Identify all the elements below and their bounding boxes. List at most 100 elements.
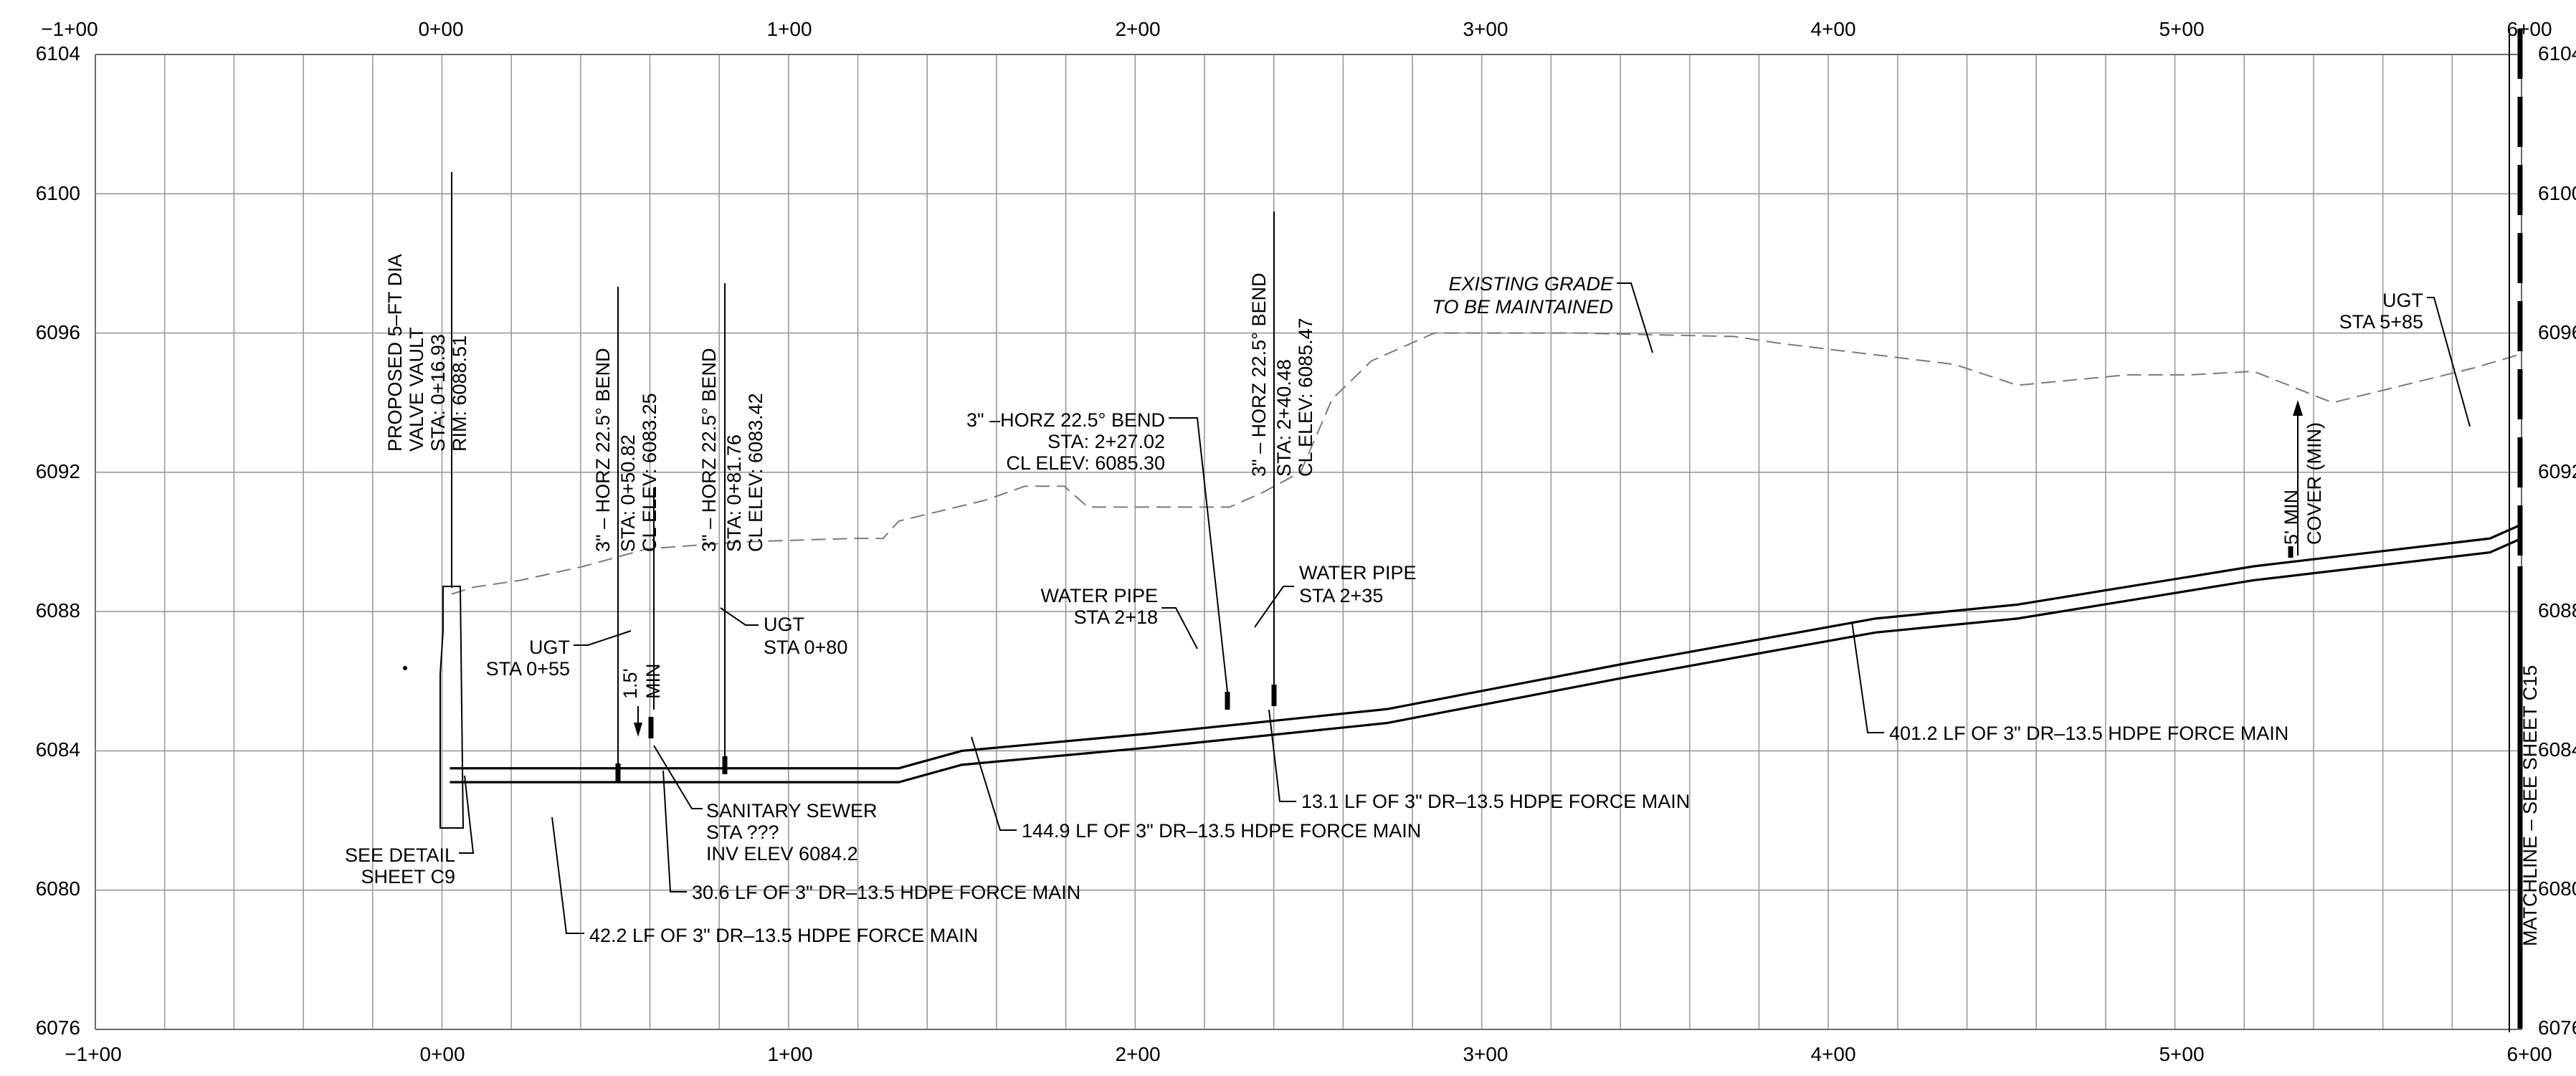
valve-vault xyxy=(403,172,463,828)
clearance-line-1: 1.5' xyxy=(619,668,641,699)
water-218-label: WATER PIPE STA 2+18 xyxy=(1040,585,1197,649)
bend-240-line-3: CL ELEV: 6085.47 xyxy=(1295,318,1316,477)
fm-13-label: 13.1 LF OF 3" DR–13.5 HDPE FORCE MAIN xyxy=(1269,710,1690,812)
existing-grade-label: EXISTING GRADE TO BE MAINTAINED xyxy=(1432,273,1653,353)
bend-081-label: 3" – HORZ 22.5° BEND STA: 0+81.76 CL ELE… xyxy=(698,348,766,552)
y-tick-left-6104: 6104 xyxy=(36,42,80,65)
x-tick-bottom-8: 6+00 xyxy=(2506,1043,2552,1065)
y-tick-right-6084: 6084 xyxy=(2538,738,2576,761)
ugt-585-label: UGT STA 5+85 xyxy=(2339,290,2470,427)
bend-050-line-1: 3" – HORZ 22.5° BEND xyxy=(592,348,614,552)
x-tick-top-2: 0+00 xyxy=(418,18,463,40)
y-tick-right-6076: 6076 xyxy=(2538,1017,2576,1039)
matchline xyxy=(2509,29,2520,1032)
bend-240-line-2: STA: 2+40.48 xyxy=(1273,359,1295,477)
bend-050-line-3: CL ELEV: 6083.25 xyxy=(639,393,660,552)
y-tick-right-6092: 6092 xyxy=(2538,460,2576,482)
min-cover-label: 5' MIN COVER (MIN) xyxy=(2281,422,2325,545)
x-tick-bottom-4: 2+00 xyxy=(1115,1043,1160,1065)
x-tick-bottom-1: −1+00 xyxy=(65,1043,121,1065)
fm-30-text: 30.6 LF OF 3" DR–13.5 HDPE FORCE MAIN xyxy=(692,882,1080,903)
water-235-line-2: STA 2+35 xyxy=(1299,585,1383,606)
ugt-080-label: UGT STA 0+80 xyxy=(721,608,847,658)
ugt-055-label: UGT STA 0+55 xyxy=(486,631,631,680)
y-tick-right-6096: 6096 xyxy=(2538,321,2576,343)
x-tick-bottom-3: 1+00 xyxy=(767,1043,812,1065)
pipe-fittings xyxy=(618,546,2291,781)
y-tick-left-6092: 6092 xyxy=(36,460,80,482)
clearance-arrow xyxy=(634,706,642,737)
x-tick-top-7: 5+00 xyxy=(2159,18,2204,40)
bend-227-line-1: 3" –HORZ 22.5° BEND xyxy=(966,409,1165,431)
sewer-label: SANITARY SEWER STA ??? INV ELEV 6084.2 xyxy=(654,746,878,865)
y-tick-left-6096: 6096 xyxy=(36,321,80,343)
matchline-label: MATCHLINE – SEE SHEET C15 xyxy=(2519,665,2541,946)
fm-401-label: 401.2 LF OF 3" DR–13.5 HDPE FORCE MAIN xyxy=(1852,622,2289,744)
sewer-line-1: SANITARY SEWER xyxy=(706,800,878,822)
y-tick-right-6088: 6088 xyxy=(2538,599,2576,622)
y-tick-right-6080: 6080 xyxy=(2538,877,2576,900)
ugt-585-line-1: UGT xyxy=(2382,290,2423,311)
y-tick-left-6080: 6080 xyxy=(36,877,80,900)
bend-240-label: 3" – HORZ 22.5° BEND STA: 2+40.48 CL ELE… xyxy=(1248,273,1316,477)
ugt-585-line-2: STA 5+85 xyxy=(2339,311,2423,333)
matchline-text: MATCHLINE – SEE SHEET C15 xyxy=(2519,665,2541,946)
bend-227-label: 3" –HORZ 22.5° BEND STA: 2+27.02 CL ELEV… xyxy=(966,409,1227,692)
fm-144-text: 144.9 LF OF 3" DR–13.5 HDPE FORCE MAIN xyxy=(1022,820,1421,842)
water-218-line-2: STA 2+18 xyxy=(1074,606,1158,628)
clearance-label: 1.5' MIN xyxy=(619,664,664,700)
clearance-line-2: MIN xyxy=(642,664,664,700)
y-tick-left-6100: 6100 xyxy=(36,182,80,204)
y-tick-left-6084: 6084 xyxy=(36,738,80,761)
min-cover-line-1: 5' MIN xyxy=(2281,490,2302,545)
x-tick-top-6: 4+00 xyxy=(1810,18,1855,40)
vault-label: PROPOSED 5–FT DIA VALVE VAULT STA: 0+16.… xyxy=(384,254,470,452)
vault-line-4: RIM: 6088.51 xyxy=(449,335,470,452)
axis-labels: −1+00 0+00 1+00 2+00 3+00 4+00 5+00 6+00… xyxy=(36,18,2576,1065)
vault-shape xyxy=(440,586,463,828)
x-tick-top-8: 6+00 xyxy=(2506,18,2552,40)
fm-13-text: 13.1 LF OF 3" DR–13.5 HDPE FORCE MAIN xyxy=(1301,791,1690,812)
y-tick-left-6076: 6076 xyxy=(36,1017,80,1039)
y-tick-right-6104: 6104 xyxy=(2538,42,2576,65)
fm-144-label: 144.9 LF OF 3" DR–13.5 HDPE FORCE MAIN xyxy=(971,737,1421,842)
sewer-line-3: INV ELEV 6084.2 xyxy=(706,843,858,865)
fm-401-text: 401.2 LF OF 3" DR–13.5 HDPE FORCE MAIN xyxy=(1889,723,2289,744)
bend-081-line-3: CL ELEV: 6083.42 xyxy=(745,393,766,552)
bend-081-line-2: STA: 0+81.76 xyxy=(723,434,745,552)
x-tick-top-1: −1+00 xyxy=(41,18,98,40)
ugt-080-line-2: STA 0+80 xyxy=(764,637,847,658)
detail-label: SEE DETAIL SHEET C9 xyxy=(345,776,473,887)
vault-marker xyxy=(403,666,407,670)
bend-081-line-1: 3" – HORZ 22.5° BEND xyxy=(698,348,720,552)
y-tick-left-6088: 6088 xyxy=(36,599,80,622)
x-tick-bottom-5: 3+00 xyxy=(1463,1043,1508,1065)
x-tick-bottom-7: 5+00 xyxy=(2159,1043,2204,1065)
vault-line-3: STA: 0+16.93 xyxy=(427,334,449,452)
x-tick-top-4: 2+00 xyxy=(1115,18,1160,40)
bend-227-line-2: STA: 2+27.02 xyxy=(1047,431,1165,452)
water-218-line-1: WATER PIPE xyxy=(1040,585,1158,606)
force-main-bottom-line xyxy=(450,538,2522,782)
bend-240-line-1: 3" – HORZ 22.5° BEND xyxy=(1248,273,1270,477)
x-tick-bottom-6: 4+00 xyxy=(1810,1043,1855,1065)
water-235-label: WATER PIPE STA 2+35 xyxy=(1255,562,1417,627)
y-tick-right-6100: 6100 xyxy=(2538,182,2576,204)
bend-050-line-2: STA: 0+50.82 xyxy=(617,434,639,552)
vault-line-1: PROPOSED 5–FT DIA xyxy=(384,254,406,452)
vault-line-2: VALVE VAULT xyxy=(406,327,427,452)
existing-grade-line-1: EXISTING GRADE xyxy=(1448,273,1614,295)
ugt-080-line-1: UGT xyxy=(764,614,804,635)
bend-227-line-3: CL ELEV: 6085.30 xyxy=(1006,452,1165,474)
detail-line-1: SEE DETAIL xyxy=(345,844,455,866)
x-tick-top-5: 3+00 xyxy=(1463,18,1508,40)
grid xyxy=(95,54,2522,1029)
ugt-055-line-1: UGT xyxy=(529,637,570,658)
x-tick-bottom-2: 0+00 xyxy=(419,1043,465,1065)
detail-line-2: SHEET C9 xyxy=(361,866,455,887)
sewer-line-2: STA ??? xyxy=(706,822,779,843)
fm-42-text: 42.2 LF OF 3" DR–13.5 HDPE FORCE MAIN xyxy=(589,925,978,946)
x-tick-top-3: 1+00 xyxy=(766,18,812,40)
water-235-line-1: WATER PIPE xyxy=(1299,562,1417,584)
